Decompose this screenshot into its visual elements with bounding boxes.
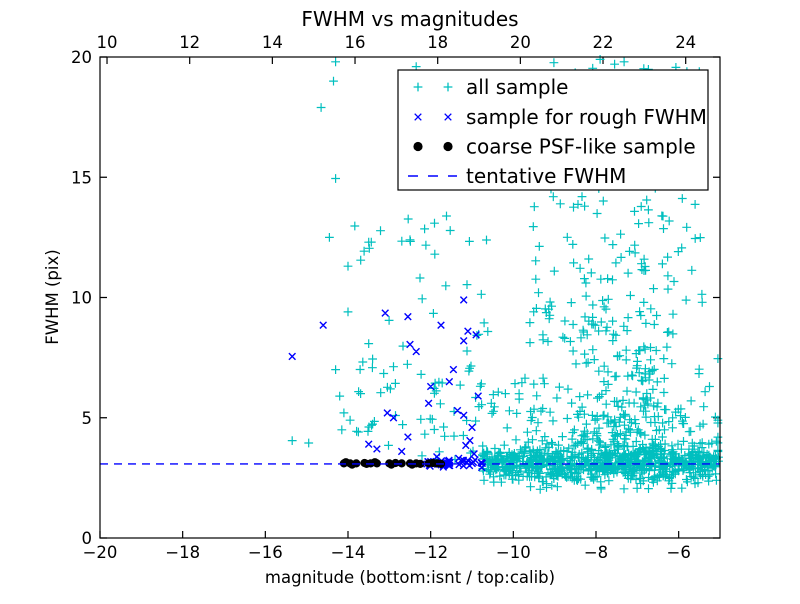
y-axis-label: FWHM (pix) bbox=[43, 249, 62, 344]
legend: all sample sample for rough FWHM coarse PS… bbox=[397, 69, 709, 191]
x-axis-label: magnitude (bottom:isnt / top:calib) bbox=[265, 568, 555, 587]
x-tick-label: −6 bbox=[667, 543, 691, 562]
x-tick-label: −20 bbox=[83, 543, 118, 562]
axes-spines bbox=[99, 56, 721, 539]
x-top-tick-label: 20 bbox=[510, 33, 531, 52]
legend-marker-plus-icon bbox=[413, 82, 453, 92]
x-top-tick-label: 18 bbox=[427, 33, 448, 52]
x-top-tick-label: 10 bbox=[97, 33, 118, 52]
chart-title: FWHM vs magnitudes bbox=[301, 7, 518, 31]
legend-marker-cross-icon bbox=[414, 113, 452, 121]
y-tick-label: 0 bbox=[82, 529, 93, 548]
x-top-tick-label: 16 bbox=[345, 33, 366, 52]
all-sample-points bbox=[287, 55, 723, 494]
y-tick-label: 10 bbox=[71, 289, 92, 308]
x-tick-label: −12 bbox=[413, 543, 448, 562]
x-top-tick-label: 14 bbox=[262, 33, 283, 52]
legend-box bbox=[397, 69, 709, 191]
legend-marker-dot-icon bbox=[413, 141, 423, 152]
x-top-tick-label: 24 bbox=[675, 33, 696, 52]
x-tick-label: −18 bbox=[165, 543, 200, 562]
x-tick-label: −10 bbox=[496, 543, 531, 562]
legend-item-label: all sample bbox=[466, 75, 568, 99]
x-tick-label: −14 bbox=[331, 543, 366, 562]
axis-tick-labels: −20 −18 −16 −14 −12 −10 −8 −6 10 12 14 16 18 20 22 24 0 5… bbox=[71, 33, 696, 562]
x-tick-label: −8 bbox=[584, 543, 608, 562]
y-tick-label: 15 bbox=[71, 168, 92, 187]
legend-item-label: sample for rough FWHM bbox=[466, 105, 707, 129]
legend-marker-dot-icon bbox=[443, 141, 453, 152]
y-tick-label: 20 bbox=[71, 48, 92, 67]
x-top-tick-label: 12 bbox=[179, 33, 200, 52]
legend-item-label: coarse PSF-like sample bbox=[466, 135, 696, 159]
legend-item-label: tentative FWHM bbox=[466, 164, 626, 188]
x-tick-label: −16 bbox=[248, 543, 283, 562]
x-top-tick-label: 22 bbox=[593, 33, 614, 52]
y-tick-label: 5 bbox=[82, 409, 93, 428]
